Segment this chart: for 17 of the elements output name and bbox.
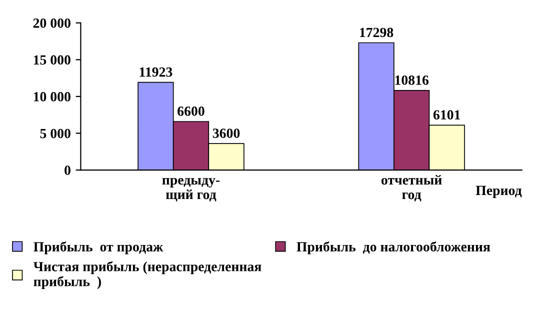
y-tick-label: 5 000 [40,128,70,138]
data-label: 11923 [140,67,172,77]
y-tick-label: 15 000 [34,55,70,65]
x-axis-title: Период [476,186,522,198]
data-label: 6600 [178,106,204,116]
data-label: 6101 [433,110,460,120]
y-tick-label: 20 000 [33,18,70,28]
y-tick-label: 10 000 [34,92,70,102]
y-tick-label: 0 [64,166,70,175]
legend-label: Чистая прибыль (нераспределенная прибыль ) [34,261,262,290]
data-label: 10816 [395,75,429,85]
legend-label: Прибыль от продаж [34,241,164,254]
x-tick-label: предыду- щий год [162,178,220,202]
data-label: 3600 [212,128,240,138]
data-label: 17298 [360,28,394,38]
legend-label: Прибыль до налогообложения [296,241,490,254]
x-tick-label: отчетный год [381,174,442,202]
